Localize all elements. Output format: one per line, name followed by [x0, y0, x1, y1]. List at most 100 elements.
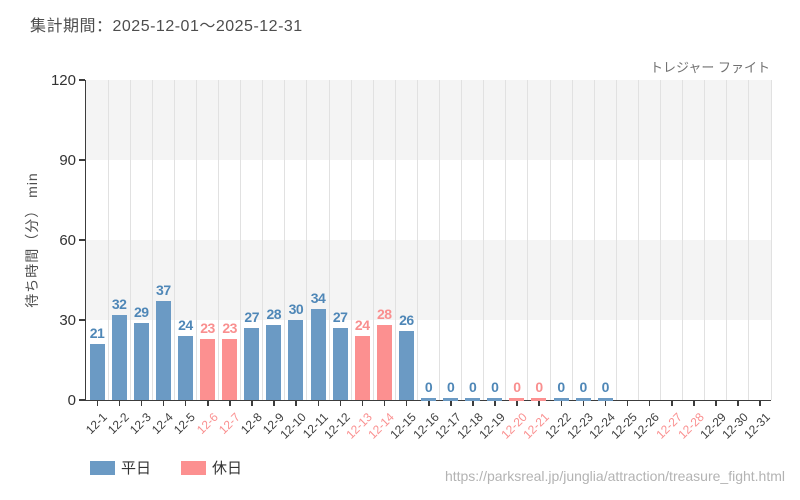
vertical-gridline	[726, 80, 728, 400]
x-tick	[273, 401, 275, 406]
bar-value-label: 24	[354, 317, 370, 333]
vertical-gridline	[748, 80, 750, 400]
x-tick-label: 12-1	[83, 410, 110, 437]
bar-value-label: 21	[89, 325, 105, 341]
bar-value-label: 30	[288, 301, 304, 317]
vertical-gridline	[770, 80, 772, 400]
x-tick	[162, 401, 165, 406]
legend-label-holiday: 休日	[212, 460, 243, 477]
vertical-gridline	[173, 80, 175, 400]
bar-value-label: 26	[399, 311, 414, 328]
y-tick	[79, 399, 85, 401]
x-tick	[759, 401, 761, 406]
vertical-gridline	[284, 80, 286, 400]
x-tick-label: 12-2	[105, 410, 133, 437]
y-tick-label: 0	[67, 392, 76, 409]
legend-swatch-weekday	[90, 460, 115, 475]
bar-value-label: 27	[332, 309, 348, 325]
bar-12-9	[266, 325, 282, 400]
bar-12-5	[177, 336, 193, 400]
x-tick	[207, 401, 209, 406]
vertical-gridline	[416, 80, 418, 400]
source-url: https://parksreal.jp/junglia/attraction/…	[444, 468, 785, 484]
bar-12-6	[200, 338, 216, 400]
vertical-gridline	[527, 80, 529, 400]
bar-value-label: 28	[377, 306, 392, 323]
bar-12-11	[310, 309, 326, 400]
bar-value-label: 24	[178, 317, 193, 333]
x-tick	[472, 401, 474, 406]
period-title: 集計期間：2025-12-01～2025-12-31	[30, 18, 303, 35]
bar-value-label: 0	[601, 379, 610, 395]
x-tick	[737, 401, 739, 406]
x-tick-label: 12-8	[237, 410, 265, 437]
vertical-gridline	[240, 80, 242, 400]
legend: 平日 休日	[90, 457, 272, 478]
bar-12-23	[575, 398, 591, 401]
bar-value-label: 0	[557, 379, 565, 395]
y-tick-label: 90	[59, 152, 76, 169]
vertical-gridline	[439, 80, 441, 400]
bar-12-2	[111, 314, 127, 400]
bar-12-12	[332, 328, 348, 400]
x-tick-label: 12-5	[171, 410, 199, 437]
x-tick	[361, 401, 364, 406]
bar-12-18	[465, 398, 481, 401]
vertical-gridline	[593, 80, 595, 400]
vertical-gridline	[615, 80, 617, 400]
bar-value-label: 27	[244, 309, 260, 325]
attraction-label: トレジャー ファイト	[650, 60, 770, 75]
vertical-gridline	[306, 80, 308, 400]
x-tick	[383, 401, 386, 406]
x-tick-label: 12-6	[193, 410, 221, 437]
x-tick	[184, 401, 187, 406]
bar-12-10	[288, 320, 304, 400]
bar-12-24	[597, 398, 613, 401]
bar-value-label: 0	[446, 379, 455, 395]
x-tick	[229, 401, 231, 406]
x-tick	[339, 401, 342, 406]
x-tick-label: 12-3	[127, 410, 155, 437]
legend-item-holiday: 休日	[181, 457, 242, 478]
bar-value-label: 0	[491, 379, 499, 395]
y-tick-label: 60	[59, 232, 76, 249]
bar-value-label: 0	[513, 379, 521, 395]
x-tick	[428, 401, 430, 406]
x-tick	[626, 401, 629, 406]
bar-12-8	[244, 328, 260, 400]
x-tick-label: 12-4	[149, 410, 177, 437]
vertical-gridline	[571, 80, 573, 400]
x-tick	[538, 401, 540, 406]
vertical-gridline	[129, 80, 131, 400]
bar-12-19	[487, 398, 503, 401]
x-tick	[118, 401, 121, 406]
bar-value-label: 32	[111, 295, 127, 312]
x-tick	[494, 401, 496, 406]
vertical-gridline	[262, 80, 264, 400]
bar-value-label: 29	[133, 303, 149, 320]
bar-12-14	[376, 325, 392, 400]
bar-12-20	[509, 398, 525, 401]
bar-12-17	[443, 398, 459, 401]
legend-label-weekday: 平日	[121, 460, 152, 477]
x-tick-label: 12-7	[215, 410, 243, 437]
vertical-gridline	[637, 80, 639, 400]
vertical-gridline	[483, 80, 485, 400]
legend-swatch-holiday	[181, 460, 207, 475]
vertical-gridline	[461, 80, 463, 400]
bar-value-label: 0	[469, 379, 477, 395]
bar-value-label: 0	[579, 379, 588, 395]
bar-value-label: 23	[222, 319, 237, 336]
vertical-gridline	[394, 80, 396, 400]
x-tick	[715, 401, 717, 406]
x-tick	[140, 401, 143, 406]
x-tick	[317, 401, 320, 406]
y-tick-label: 120	[50, 72, 76, 89]
x-tick	[560, 401, 563, 406]
bar-12-16	[421, 398, 436, 401]
y-tick	[79, 159, 85, 161]
y-tick	[79, 79, 85, 81]
bar-value-label: 0	[424, 379, 433, 395]
y-tick	[79, 239, 85, 241]
